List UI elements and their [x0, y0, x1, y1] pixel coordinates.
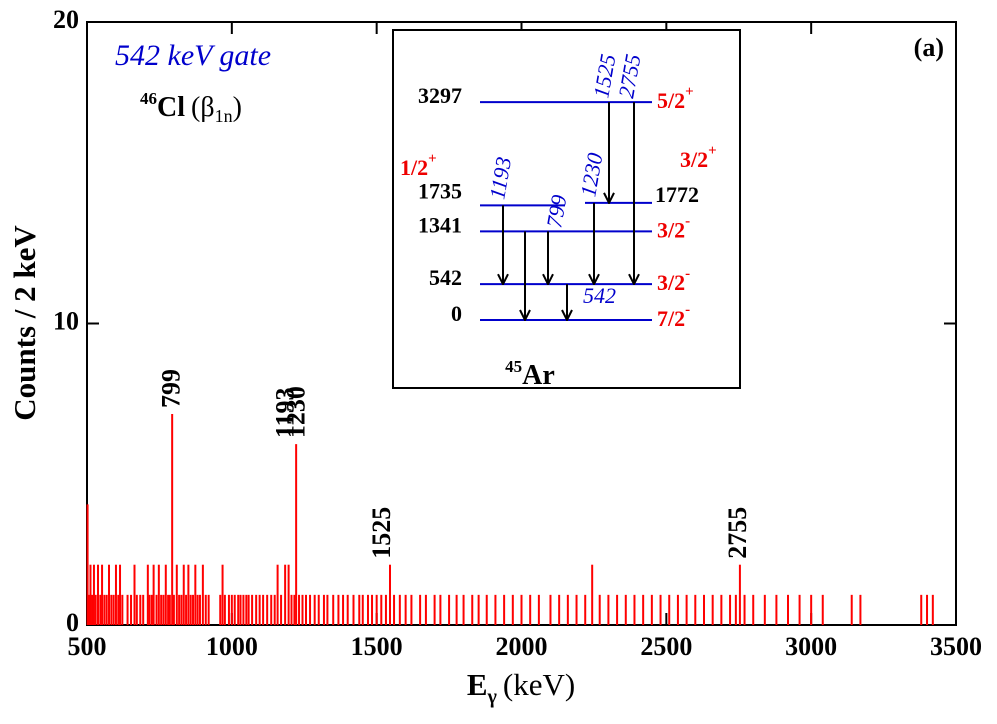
y-tick-label: 20	[53, 5, 79, 34]
parity: +	[428, 151, 437, 167]
level-energy: 1735	[418, 178, 462, 203]
level-energy: 1772	[655, 182, 699, 207]
parity: -	[685, 267, 690, 283]
x-tick-label: 3000	[785, 632, 837, 661]
level-spin: 1/2+	[400, 151, 437, 180]
level-energy: 0	[451, 301, 462, 326]
x-tick-label: 3500	[930, 632, 982, 661]
y-axis-label: Counts / 2 keV	[7, 225, 42, 421]
level-energy: 1341	[418, 212, 462, 237]
level-spin: 3/2-	[657, 214, 690, 243]
level-spin: 3/2-	[657, 267, 690, 296]
peak-label: 2755	[723, 507, 752, 559]
level-energy: 3297	[418, 83, 462, 108]
x-axis-label: Eγ (keV)	[467, 667, 575, 707]
nucleus-label: 45Ar	[505, 357, 555, 392]
level-spin: 7/2-	[657, 302, 690, 331]
spin-value: 3/2	[680, 147, 708, 172]
y-tick-label: 0	[66, 608, 79, 637]
subtitle: 46Cl (β1n)	[140, 89, 242, 126]
peak-label: 799	[157, 369, 186, 408]
spin-value: 3/2	[657, 270, 685, 295]
peak-label: 1230	[281, 386, 310, 438]
x-tick-label: 2500	[640, 632, 692, 661]
x-tick-label: 500	[68, 632, 107, 661]
peak-label: 1525	[367, 507, 396, 559]
panel-label: (a)	[914, 33, 944, 62]
parity: -	[685, 302, 690, 318]
level-energy: 542	[429, 265, 462, 290]
parity: +	[685, 85, 694, 101]
spin-value: 3/2	[657, 217, 685, 242]
parity: -	[685, 214, 690, 230]
x-tick-label: 1500	[351, 632, 403, 661]
transition-label: 799	[541, 193, 571, 230]
level-spin: 3/2+	[680, 143, 717, 172]
x-tick-label: 2000	[496, 632, 548, 661]
spin-value: 5/2	[657, 88, 685, 113]
peak-label: 1193	[271, 388, 300, 439]
spin-value: 7/2	[657, 306, 685, 331]
y-tick-label: 10	[53, 306, 79, 335]
spin-value: 1/2	[400, 155, 428, 180]
chart-title: 542 keV gate	[115, 39, 271, 72]
parity: +	[708, 143, 717, 159]
level-spin: 5/2+	[657, 85, 694, 114]
x-tick-label: 1000	[206, 632, 258, 661]
inset-frame	[392, 29, 741, 389]
transition-label: 542	[583, 283, 616, 308]
